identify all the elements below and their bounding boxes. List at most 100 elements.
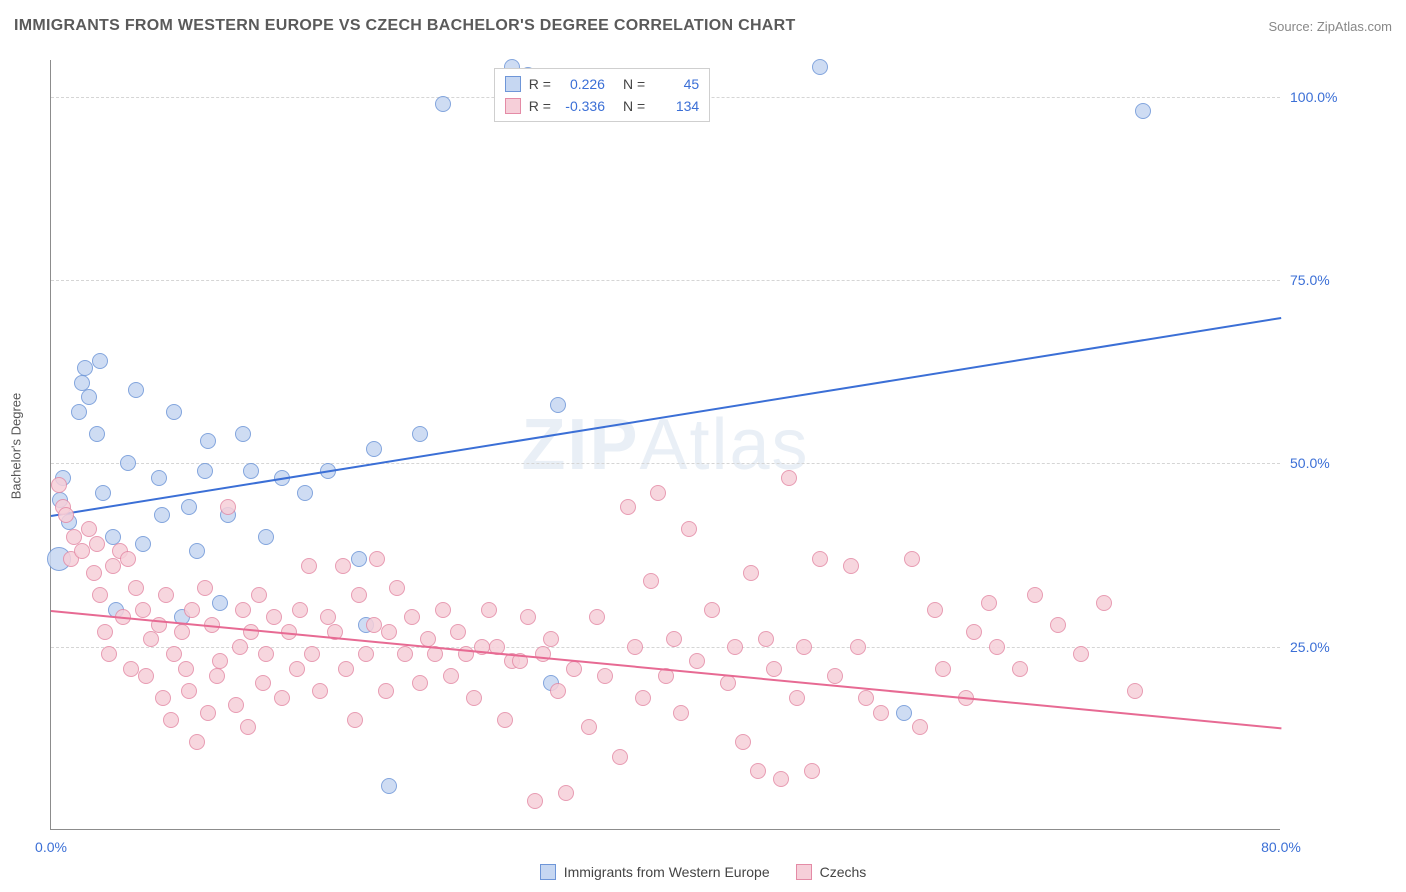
data-point-czechs xyxy=(735,734,751,750)
data-point-western xyxy=(550,397,566,413)
data-point-western xyxy=(297,485,313,501)
data-point-czechs xyxy=(228,697,244,713)
y-tick-label: 75.0% xyxy=(1290,272,1350,288)
data-point-czechs xyxy=(369,551,385,567)
legend-n-value: 134 xyxy=(653,98,699,114)
data-point-czechs xyxy=(251,587,267,603)
data-point-western xyxy=(412,426,428,442)
data-point-czechs xyxy=(666,631,682,647)
data-point-western xyxy=(366,441,382,457)
data-point-czechs xyxy=(397,646,413,662)
data-point-czechs xyxy=(620,499,636,515)
data-point-czechs xyxy=(289,661,305,677)
data-point-czechs xyxy=(466,690,482,706)
data-point-czechs xyxy=(781,470,797,486)
x-tick-label: 80.0% xyxy=(1261,839,1301,855)
data-point-czechs xyxy=(527,793,543,809)
data-point-czechs xyxy=(212,653,228,669)
data-point-czechs xyxy=(812,551,828,567)
legend-swatch xyxy=(505,98,521,114)
data-point-czechs xyxy=(1127,683,1143,699)
data-point-western xyxy=(89,426,105,442)
data-point-western xyxy=(189,543,205,559)
data-point-czechs xyxy=(612,749,628,765)
data-point-czechs xyxy=(347,712,363,728)
legend-label: Immigrants from Western Europe xyxy=(564,864,770,880)
data-point-western xyxy=(243,463,259,479)
data-point-western xyxy=(135,536,151,552)
data-point-czechs xyxy=(912,719,928,735)
data-point-czechs xyxy=(181,683,197,699)
data-point-western xyxy=(200,433,216,449)
legend-swatch xyxy=(796,864,812,880)
data-point-czechs xyxy=(435,602,451,618)
data-point-western xyxy=(235,426,251,442)
data-point-czechs xyxy=(335,558,351,574)
data-point-czechs xyxy=(743,565,759,581)
data-point-czechs xyxy=(89,536,105,552)
data-point-czechs xyxy=(58,507,74,523)
data-point-western xyxy=(120,455,136,471)
data-point-czechs xyxy=(320,609,336,625)
data-point-czechs xyxy=(292,602,308,618)
data-point-czechs xyxy=(163,712,179,728)
data-point-czechs xyxy=(312,683,328,699)
data-point-czechs xyxy=(120,551,136,567)
data-point-czechs xyxy=(1027,587,1043,603)
data-point-czechs xyxy=(643,573,659,589)
data-point-czechs xyxy=(135,602,151,618)
data-point-czechs xyxy=(101,646,117,662)
data-point-czechs xyxy=(681,521,697,537)
data-point-western xyxy=(77,360,93,376)
data-point-czechs xyxy=(174,624,190,640)
data-point-czechs xyxy=(389,580,405,596)
data-point-czechs xyxy=(189,734,205,750)
data-point-czechs xyxy=(209,668,225,684)
data-point-western xyxy=(81,389,97,405)
data-point-czechs xyxy=(158,587,174,603)
legend-swatch xyxy=(505,76,521,92)
data-point-czechs xyxy=(720,675,736,691)
trendline-western xyxy=(51,317,1281,517)
legend-r-value: -0.336 xyxy=(559,98,605,114)
data-point-czechs xyxy=(850,639,866,655)
data-point-western xyxy=(92,353,108,369)
data-point-czechs xyxy=(128,580,144,596)
data-point-czechs xyxy=(873,705,889,721)
legend-r-label: R = xyxy=(529,76,551,92)
data-point-czechs xyxy=(796,639,812,655)
data-point-czechs xyxy=(497,712,513,728)
legend-label: Czechs xyxy=(820,864,867,880)
data-point-western xyxy=(181,499,197,515)
legend-n-label: N = xyxy=(623,76,645,92)
data-point-czechs xyxy=(266,609,282,625)
data-point-czechs xyxy=(966,624,982,640)
data-point-western xyxy=(212,595,228,611)
data-point-czechs xyxy=(378,683,394,699)
data-point-czechs xyxy=(650,485,666,501)
data-point-western xyxy=(166,404,182,420)
data-point-czechs xyxy=(74,543,90,559)
data-point-czechs xyxy=(304,646,320,662)
data-point-czechs xyxy=(581,719,597,735)
data-point-czechs xyxy=(789,690,805,706)
data-point-western xyxy=(896,705,912,721)
data-point-czechs xyxy=(481,602,497,618)
data-point-czechs xyxy=(635,690,651,706)
data-point-western xyxy=(1135,103,1151,119)
data-point-czechs xyxy=(750,763,766,779)
legend-stats-row: R =0.226N =45 xyxy=(505,73,699,95)
data-point-western xyxy=(105,529,121,545)
data-point-czechs xyxy=(727,639,743,655)
legend-stats-row: R =-0.336N =134 xyxy=(505,95,699,117)
data-point-czechs xyxy=(989,639,1005,655)
data-point-czechs xyxy=(804,763,820,779)
x-tick-label: 0.0% xyxy=(35,839,67,855)
data-point-czechs xyxy=(220,499,236,515)
data-point-western xyxy=(381,778,397,794)
y-tick-label: 100.0% xyxy=(1290,89,1350,105)
data-point-czechs xyxy=(338,661,354,677)
data-point-czechs xyxy=(704,602,720,618)
legend-swatch xyxy=(540,864,556,880)
legend-bottom: Immigrants from Western Europe Czechs xyxy=(0,864,1406,880)
